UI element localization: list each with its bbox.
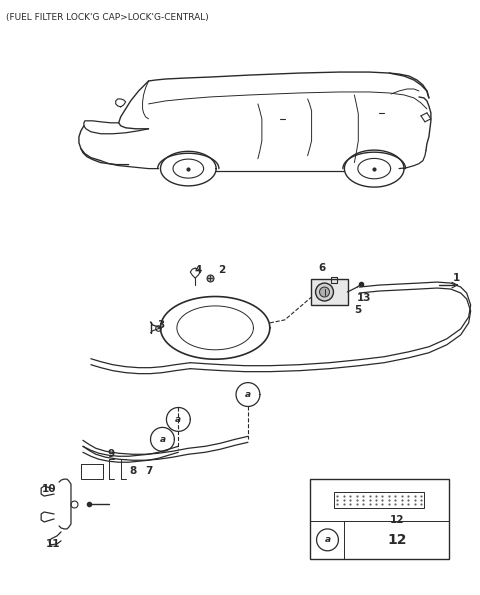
Text: a: a bbox=[175, 415, 181, 424]
Bar bbox=[335, 492, 424, 508]
Text: a: a bbox=[159, 435, 166, 444]
Text: 4: 4 bbox=[194, 265, 202, 275]
Text: 8: 8 bbox=[129, 466, 136, 476]
Text: 9: 9 bbox=[107, 449, 114, 459]
Text: 10: 10 bbox=[42, 484, 56, 494]
Bar bbox=[81, 464, 103, 479]
Text: a: a bbox=[324, 536, 331, 544]
Text: 3: 3 bbox=[157, 320, 164, 330]
Text: 1: 1 bbox=[453, 273, 460, 283]
FancyBboxPatch shape bbox=[311, 279, 348, 305]
Text: 5: 5 bbox=[354, 305, 361, 315]
Bar bbox=[310, 479, 449, 559]
Text: 12: 12 bbox=[390, 515, 404, 525]
Circle shape bbox=[315, 283, 334, 301]
Text: 7: 7 bbox=[145, 466, 152, 476]
Text: 11: 11 bbox=[46, 539, 60, 549]
Text: 12: 12 bbox=[387, 533, 407, 547]
Text: 13: 13 bbox=[357, 293, 372, 303]
Text: (FUEL FILTER LOCK'G CAP>LOCK'G-CENTRAL): (FUEL FILTER LOCK'G CAP>LOCK'G-CENTRAL) bbox=[6, 13, 209, 23]
Text: 6: 6 bbox=[318, 263, 325, 273]
Text: 2: 2 bbox=[218, 265, 226, 275]
Circle shape bbox=[320, 287, 329, 297]
Text: a: a bbox=[245, 390, 251, 399]
